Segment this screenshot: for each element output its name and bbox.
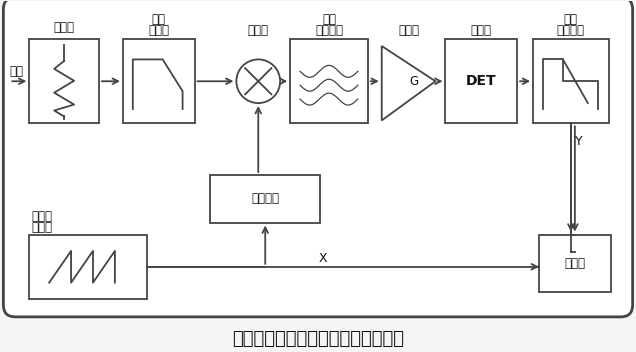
Text: 检波器: 检波器	[471, 24, 492, 37]
Polygon shape	[382, 46, 436, 120]
Text: 扫频本振: 扫频本振	[251, 192, 279, 205]
Text: 锯齿波: 锯齿波	[31, 210, 52, 223]
FancyBboxPatch shape	[3, 0, 633, 317]
Text: 发生器: 发生器	[31, 221, 52, 234]
Text: 全模拟超外差式频谱仪简化原理框图: 全模拟超外差式频谱仪简化原理框图	[232, 330, 404, 348]
Bar	[445, 39, 517, 124]
Text: 输入: 输入	[10, 65, 24, 78]
Bar	[290, 39, 368, 124]
Bar	[211, 175, 320, 222]
Text: 显示器: 显示器	[564, 257, 585, 270]
Bar	[29, 234, 147, 299]
Bar	[533, 39, 609, 124]
Text: 放大器: 放大器	[398, 24, 419, 37]
Bar	[123, 39, 195, 124]
Text: 滤波器组: 滤波器组	[315, 24, 343, 37]
Text: 衰减器: 衰减器	[53, 21, 74, 34]
Text: 滤波器组: 滤波器组	[557, 24, 585, 37]
Text: 低通: 低通	[152, 13, 166, 26]
Text: 滤波器: 滤波器	[148, 24, 169, 37]
Text: Y: Y	[575, 135, 583, 148]
Text: 视频: 视频	[564, 13, 578, 26]
Text: 混频器: 混频器	[248, 24, 269, 37]
Text: X: X	[319, 252, 328, 265]
Text: 中频: 中频	[322, 13, 336, 26]
Bar	[539, 234, 611, 292]
Text: G: G	[410, 75, 418, 88]
Text: DET: DET	[466, 74, 497, 88]
Bar	[29, 39, 99, 124]
Circle shape	[237, 59, 280, 103]
